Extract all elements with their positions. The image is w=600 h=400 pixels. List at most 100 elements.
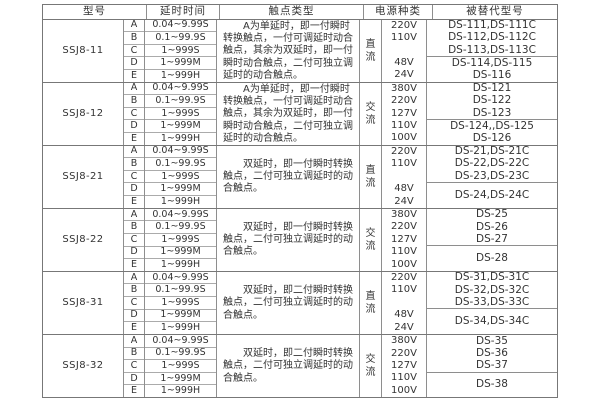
delay-letter: C — [124, 360, 144, 373]
delay-letter: C — [124, 297, 144, 310]
power-kind-text: 直流 — [365, 290, 376, 315]
header-contact-type: 触点类型 — [220, 5, 364, 19]
delay-letter: C — [124, 234, 144, 247]
voltage: 380V — [391, 82, 417, 94]
delay-value: 1~999M — [145, 373, 216, 386]
contact-type-text: 双延时，即二付瞬时转换触点，二付可独立调延时的动合触点。 — [223, 284, 353, 321]
delay-letter-column: A B C D E — [124, 19, 145, 82]
power-kind-cell: 直流 — [360, 145, 382, 208]
block-ssj8-22: SSJ8-22 A B C D E 0.04~9.99S 0.1~99.9S 1… — [43, 207, 557, 271]
replaced-model: DS-23,DS-23C — [454, 169, 530, 182]
replaced-model: DS-111,DS-111C — [448, 19, 536, 32]
voltage — [382, 44, 426, 56]
voltage-column: 380V 220V 127V 110V 100V — [382, 334, 427, 397]
delay-value: 0.1~99.9S — [145, 221, 216, 234]
delay-letter: D — [124, 57, 144, 70]
delay-value: 1~999S — [145, 45, 216, 58]
model-cell: SSJ8-21 — [43, 145, 124, 208]
replaced-model: DS-31,DS-31C — [454, 271, 530, 284]
delay-value: 0.04~9.99S — [145, 146, 216, 159]
replaced-model: DS-37 — [476, 358, 508, 371]
replaced-models-column: DS-31,DS-31C DS-32,DS-32C DS-33,DS-33C D… — [427, 272, 557, 334]
contact-type-cell: A为单延时，即一付瞬时转换触点，一付可调延时动合触点，其余为双延时，即一付瞬时动… — [217, 82, 360, 145]
delay-letter: D — [124, 373, 144, 386]
voltage: 127V — [391, 233, 417, 245]
voltage: 220V — [391, 221, 417, 233]
delay-letter: E — [130, 322, 137, 334]
delay-letter: D — [124, 247, 144, 260]
delay-value-column: 0.04~9.99S 0.1~99.9S 1~999S 1~999M 1~999… — [145, 334, 217, 397]
delay-letter: A — [124, 146, 144, 159]
voltage: 110V — [391, 284, 417, 296]
replaced-models-bottom: DS-28 — [427, 246, 557, 270]
delay-value-column: 0.04~9.99S 0.1~99.9S 1~999S 1~999M 1~999… — [145, 19, 217, 82]
delay-value: 1~999M — [145, 120, 216, 134]
delay-letter: D — [124, 310, 144, 323]
delay-value: 1~999M — [145, 310, 216, 323]
voltage: 48V — [394, 183, 414, 195]
delay-value: 0.1~99.9S — [145, 158, 216, 171]
delay-letter: A — [124, 335, 144, 348]
replaced-model: DS-38 — [476, 378, 508, 391]
delay-value: 0.04~9.99S — [145, 272, 216, 285]
block-ssj8-21: SSJ8-21 A B C D E 0.04~9.99S 0.1~99.9S 1… — [43, 144, 557, 208]
delay-value: 1~999S — [145, 360, 216, 373]
replaced-model: DS-112,DS-112C — [448, 31, 536, 44]
replaced-model: DS-27 — [476, 232, 508, 245]
replaced-model: DS-22,DS-22C — [454, 157, 530, 170]
voltage: 24V — [394, 195, 414, 207]
block-ssj8-12: SSJ8-12 A B C D E 0.04~9.99S 0.1~99.9S 1… — [43, 81, 557, 145]
power-kind-cell: 交流 — [360, 208, 382, 271]
contact-type-text: 双延时，即一付瞬时转换触点，二付可独立调延时的动合触点。 — [223, 221, 353, 258]
voltage: 380V — [391, 335, 417, 347]
delay-value: 1~999S — [145, 297, 216, 310]
replaced-model: DS-34,DS-34C — [454, 315, 530, 328]
delay-value: 1~999M — [145, 183, 216, 197]
replaced-model: DS-25 — [476, 208, 508, 221]
power-kind-cell: 交流 — [360, 334, 382, 397]
replaced-models-bottom: DS-24,DS-24C — [427, 183, 557, 207]
replaced-model: DS-122 — [472, 94, 512, 107]
model-cell: SSJ8-22 — [43, 208, 124, 271]
voltage: 100V — [391, 384, 417, 396]
voltage: 24V — [394, 69, 414, 81]
replaced-model: DS-124,,DS-125 — [450, 119, 534, 132]
replaced-model: DS-123 — [472, 106, 512, 119]
contact-type-cell: 双延时，即二付瞬时转换触点，二付可独立调延时的动合触点。 — [217, 271, 360, 334]
voltage: 220V — [391, 145, 417, 157]
replaced-model: DS-21,DS-21C — [454, 145, 530, 158]
replaced-models-column: DS-35 DS-36 DS-37 DS-38 — [427, 335, 557, 397]
replaced-models-bottom: DS-34,DS-34C — [427, 309, 557, 333]
delay-letter-column: A B C D E — [124, 334, 145, 397]
voltage: 100V — [391, 132, 417, 144]
contact-type-cell: A为单延时，即一付瞬时转换触点，一付可调延时动合触点，其余为双延时，即一付瞬时动… — [217, 19, 360, 82]
replaced-models-column: DS-21,DS-21C DS-22,DS-22C DS-23,DS-23C D… — [427, 146, 557, 208]
power-kind-text: 直流 — [365, 38, 376, 63]
replaced-model: DS-33,DS-33C — [454, 295, 530, 308]
delay-value: 0.04~9.99S — [145, 83, 216, 96]
voltage-column: 380V 220V 127V 110V 100V — [382, 208, 427, 271]
replaced-model: DS-24,DS-24C — [454, 189, 530, 202]
replaced-models-column: DS-121 DS-122 DS-123 DS-124,,DS-125 DS-1… — [427, 83, 557, 145]
delay-value: 0.04~9.99S — [145, 209, 216, 222]
replaced-model: DS-116 — [472, 68, 512, 81]
delay-letter: B — [124, 158, 144, 171]
replaced-model: DS-121 — [472, 82, 512, 95]
replaced-models-top: DS-111,DS-111C DS-112,DS-112C DS-113,DS-… — [427, 20, 557, 58]
delay-value: 1~999H — [160, 322, 201, 334]
voltage: 380V — [391, 208, 417, 220]
voltage: 110V — [391, 372, 417, 384]
delay-letter: D — [124, 183, 144, 197]
replaced-model: DS-26 — [476, 220, 508, 233]
power-kind-text: 交流 — [365, 353, 376, 378]
delay-value: 1~999H — [160, 195, 201, 207]
power-kind-text: 交流 — [365, 101, 376, 126]
voltage: 220V — [391, 19, 417, 31]
delay-letter-column: A B C D E — [124, 271, 145, 334]
contact-type-cell: 双延时，即一付瞬时转换触点，二付可独立调延时的动合触点。 — [217, 145, 360, 208]
block-ssj8-31: SSJ8-31 A B C D E 0.04~9.99S 0.1~99.9S 1… — [43, 270, 557, 334]
replaced-models-top: DS-25 DS-26 DS-27 — [427, 209, 557, 247]
delay-value: 1~999H — [160, 132, 201, 144]
replaced-models-column: DS-25 DS-26 DS-27 DS-28 — [427, 209, 557, 271]
voltage: 220V — [391, 272, 417, 284]
